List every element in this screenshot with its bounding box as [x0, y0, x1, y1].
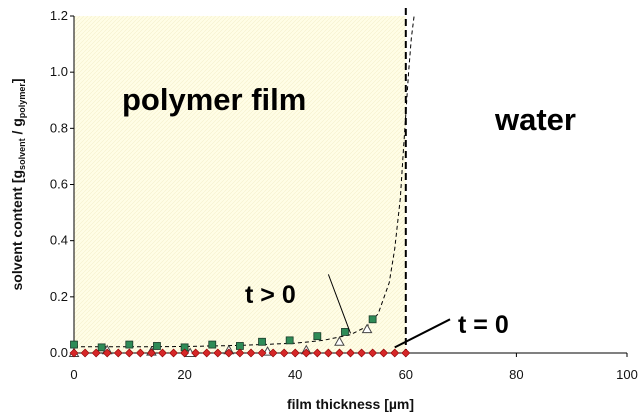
y-tick-label: 0.2 [50, 289, 68, 304]
annotation-pointer-t-eq-0 [394, 318, 451, 349]
square-point [70, 340, 78, 349]
diamond-point [80, 348, 90, 358]
diamond-point [368, 348, 378, 358]
y-axis-ticks: 0.0 0.2 0.4 0.6 0.8 1.0 1.2 [50, 8, 74, 360]
diamond-point [301, 348, 311, 358]
diamond-point [335, 348, 344, 358]
data-points [68, 315, 411, 358]
y-tick-label: 0.0 [50, 345, 68, 360]
y-tick-label: 0.4 [50, 233, 68, 248]
diamond-point [224, 348, 234, 358]
x-tick-label: 100 [616, 367, 638, 382]
diamond-point [91, 348, 101, 358]
diamond-point [146, 348, 156, 358]
annotation-t-gt-0: t > 0 [245, 281, 296, 309]
diamond-point [268, 348, 278, 358]
diamond-point [312, 348, 322, 358]
triangle-point [334, 336, 345, 346]
square-point [368, 315, 377, 324]
diamond-point [180, 348, 190, 358]
y-tick-label: 0.8 [50, 120, 68, 135]
diamond-point [246, 348, 256, 358]
square-point [341, 328, 349, 336]
diamond-point [202, 348, 212, 358]
diamond-point [158, 348, 167, 358]
square-point [97, 343, 106, 352]
diamond-point [124, 348, 134, 358]
y-axis-title: solvent content [gsolvent / gpolymer] [9, 79, 27, 291]
square-point [125, 340, 134, 349]
y-tick-label: 1.0 [50, 64, 68, 79]
triangle-point [361, 323, 373, 334]
diamond-point [346, 348, 355, 358]
water-region [405, 16, 627, 353]
y-tick-label: 0.6 [50, 177, 68, 192]
diamond-point [113, 348, 123, 358]
diamond-point [135, 348, 145, 358]
diamond-point [257, 348, 267, 358]
square-point [313, 332, 322, 341]
diamond-point [213, 348, 223, 358]
x-tick-label: 80 [509, 367, 523, 382]
diamond-point [323, 348, 333, 358]
annotation-pointer-t-gt-0 [327, 274, 351, 334]
fit-curve [74, 15, 415, 348]
square-point [258, 337, 266, 346]
diamond-point [102, 348, 112, 358]
diamond-point [401, 348, 411, 358]
diamond-point [357, 348, 366, 358]
diamond-point [191, 348, 201, 358]
x-tick-label: 20 [177, 367, 191, 382]
diamond-point [290, 348, 300, 358]
square-point [208, 340, 217, 349]
x-tick-label: 0 [70, 367, 77, 382]
diamond-point [169, 348, 178, 358]
square-point [153, 342, 161, 350]
diamond-point [379, 348, 389, 358]
annotations: t > 0 t = 0 [245, 274, 509, 349]
y-tick-label: 1.2 [50, 8, 68, 23]
region-label-polymer-film: polymer film [122, 82, 306, 117]
diamond-point [235, 348, 245, 358]
square-point [285, 336, 294, 345]
x-axis-ticks: 0 20 40 60 80 100 [70, 353, 638, 382]
diamond-point [279, 348, 289, 358]
diamond-point [390, 348, 400, 358]
diamond-point [69, 348, 79, 358]
region-label-water: water [494, 102, 576, 137]
annotation-t-eq-0: t = 0 [458, 311, 509, 339]
x-tick-label: 40 [288, 367, 302, 382]
square-point [235, 342, 244, 350]
x-tick-label: 60 [399, 367, 413, 382]
x-axis-title: film thickness [µm] [287, 396, 414, 412]
polymer-film-region [74, 16, 406, 353]
